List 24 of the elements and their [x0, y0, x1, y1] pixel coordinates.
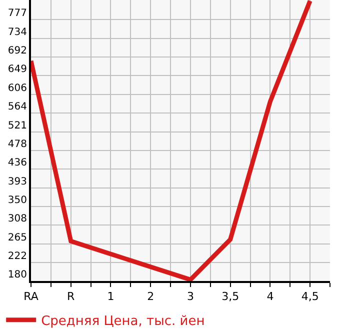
- y-tick-label: 606: [8, 83, 27, 94]
- y-tick-label: 564: [8, 101, 27, 112]
- y-tick-label: 777: [8, 8, 27, 20]
- y-tick-label: 521: [8, 120, 27, 132]
- y-tick-label: 308: [8, 213, 27, 224]
- legend-label: Средняя Цена, тыс. йен: [41, 314, 205, 329]
- x-tick-label: R: [67, 290, 76, 304]
- x-tick-label: 3: [186, 290, 194, 304]
- y-tick-label: 180: [8, 270, 27, 280]
- y-tick-label: 692: [8, 45, 27, 56]
- x-tick-label: 2: [147, 290, 154, 304]
- x-tick-label: 1: [107, 290, 114, 304]
- y-tick-label: 649: [8, 64, 27, 76]
- y-tick-label: 393: [8, 176, 27, 188]
- y-tick-label: 350: [8, 195, 27, 206]
- x-tick-label: 3,5: [222, 290, 240, 304]
- y-tick-label: 478: [8, 139, 27, 150]
- x-tick-label: RA: [24, 290, 39, 304]
- y-tick-label: 734: [8, 27, 27, 38]
- x-tick-label: 4: [266, 290, 274, 304]
- y-tick-label: 436: [8, 157, 27, 168]
- x-tick-label: 4,5: [301, 290, 319, 304]
- y-tick-label: 265: [8, 232, 27, 244]
- y-tick-label: 222: [8, 251, 27, 262]
